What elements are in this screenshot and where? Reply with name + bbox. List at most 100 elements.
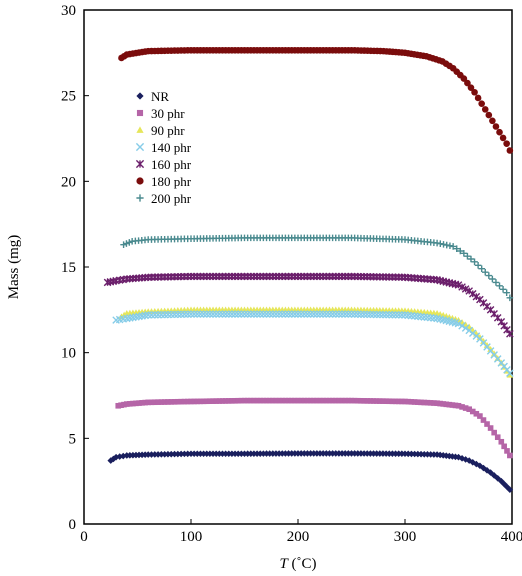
plot-frame xyxy=(83,9,513,525)
data-point xyxy=(196,310,205,318)
data-point xyxy=(367,398,374,404)
data-point xyxy=(506,330,514,338)
data-point xyxy=(402,398,408,405)
data-point xyxy=(319,310,327,318)
data-point xyxy=(388,310,397,319)
data-point xyxy=(503,483,511,491)
data-point xyxy=(336,397,342,404)
data-point xyxy=(480,464,487,472)
data-point xyxy=(473,410,480,417)
data-point xyxy=(471,258,478,266)
data-point xyxy=(357,310,365,319)
data-point xyxy=(154,273,162,281)
data-point xyxy=(358,397,364,404)
data-point xyxy=(366,310,375,319)
data-point xyxy=(240,310,249,318)
data-point xyxy=(294,310,302,318)
data-point xyxy=(161,399,168,405)
y-tick-label: 5 xyxy=(69,431,77,447)
data-point xyxy=(350,310,359,318)
data-point xyxy=(272,310,280,318)
data-point xyxy=(142,399,148,406)
data-point xyxy=(487,345,494,352)
data-point xyxy=(269,310,277,318)
data-point xyxy=(212,310,220,318)
data-point xyxy=(160,273,169,281)
legend-label: 90 phr xyxy=(151,123,185,138)
data-point xyxy=(453,245,461,253)
data-point xyxy=(316,310,324,318)
data-point xyxy=(462,405,469,411)
data-point xyxy=(115,402,122,409)
data-point xyxy=(247,397,254,404)
data-point xyxy=(460,75,468,82)
data-point xyxy=(363,310,372,319)
data-point xyxy=(369,310,378,319)
data-point xyxy=(440,401,447,407)
data-point xyxy=(469,408,476,415)
data-point xyxy=(480,337,487,344)
data-point xyxy=(265,310,274,318)
data-point xyxy=(177,272,185,281)
data-point xyxy=(118,402,124,409)
legend-marker xyxy=(136,109,144,117)
data-point xyxy=(459,404,465,410)
data-point xyxy=(193,310,202,318)
data-point xyxy=(263,397,270,404)
legend-label: 180 phr xyxy=(151,174,192,189)
data-point xyxy=(506,486,514,494)
data-point xyxy=(174,272,182,281)
data-point xyxy=(199,310,208,318)
data-point xyxy=(385,310,394,319)
data-point xyxy=(144,451,152,458)
data-point xyxy=(170,272,179,281)
data-point xyxy=(317,397,323,404)
data-point xyxy=(250,310,258,318)
data-point xyxy=(210,398,216,404)
legend-item: 160 phr xyxy=(135,157,192,172)
legend-item: 180 phr xyxy=(136,174,192,189)
data-point xyxy=(187,310,195,318)
data-point xyxy=(461,285,470,293)
data-point xyxy=(215,310,224,318)
data-point xyxy=(480,417,487,423)
data-point xyxy=(224,310,233,318)
data-point xyxy=(262,310,271,318)
legend-label: 140 phr xyxy=(151,140,192,155)
data-point xyxy=(171,399,178,405)
data-point xyxy=(229,398,235,404)
data-point xyxy=(170,310,179,319)
y-tick-label: 20 xyxy=(61,174,76,190)
data-point xyxy=(209,310,217,318)
data-point xyxy=(494,475,502,482)
data-point xyxy=(491,429,497,436)
data-point xyxy=(295,397,301,404)
data-point xyxy=(458,283,466,291)
series-140-phr xyxy=(112,310,514,378)
data-point xyxy=(455,453,462,461)
data-point xyxy=(164,273,172,281)
data-point xyxy=(449,453,456,460)
data-point xyxy=(398,311,406,319)
data-point xyxy=(489,275,496,283)
data-point xyxy=(287,310,296,318)
data-point xyxy=(458,322,466,330)
data-point xyxy=(184,450,192,458)
data-point xyxy=(232,397,238,404)
data-point xyxy=(237,310,246,318)
data-point xyxy=(377,398,383,404)
series-180-phr xyxy=(118,46,514,154)
data-point xyxy=(188,398,194,405)
data-point xyxy=(154,451,162,458)
data-point xyxy=(144,273,152,282)
data-point xyxy=(218,310,227,318)
data-point xyxy=(275,310,283,318)
data-point xyxy=(171,450,178,458)
data-point xyxy=(490,472,498,479)
data-point xyxy=(161,450,168,458)
data-point xyxy=(500,480,508,488)
data-point xyxy=(181,398,188,405)
y-tick-label: 15 xyxy=(61,260,76,276)
data-point xyxy=(454,281,463,289)
data-point xyxy=(492,123,500,130)
